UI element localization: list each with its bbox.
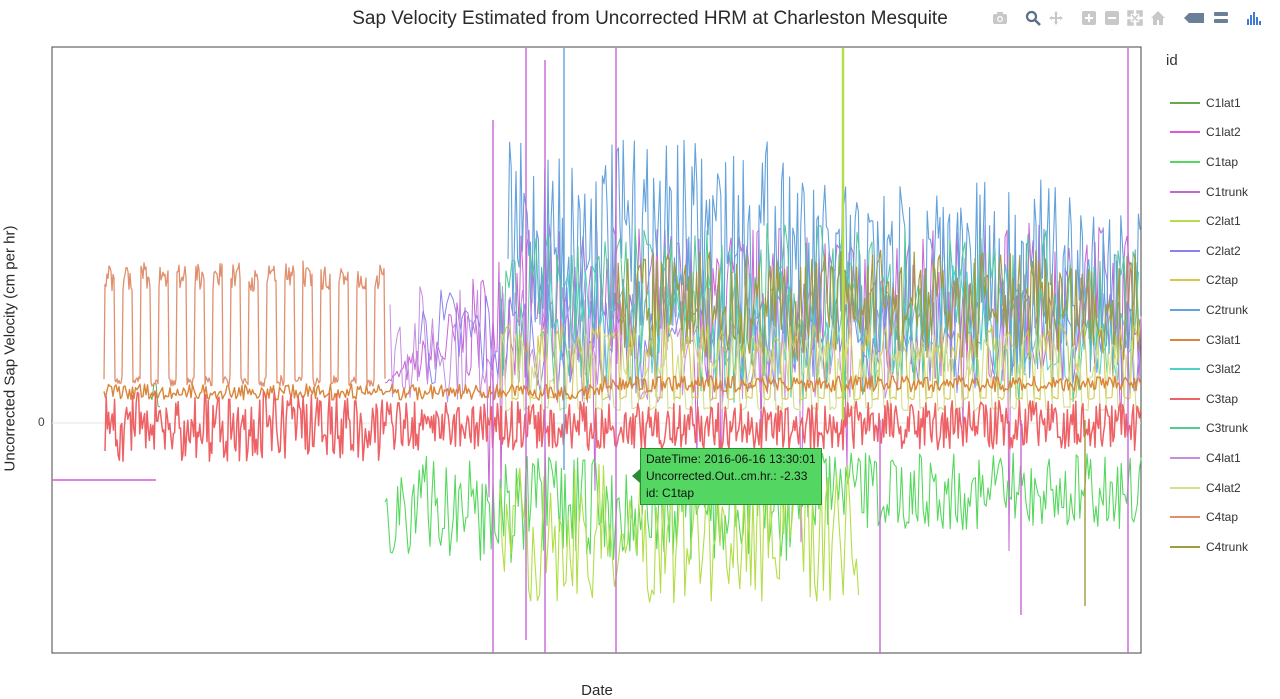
legend-label: C2lat2 xyxy=(1206,243,1241,258)
legend-item-c2trunk[interactable]: C2trunk xyxy=(1160,295,1275,325)
legend-label: C2trunk xyxy=(1206,302,1249,317)
legend-label: C1tap xyxy=(1206,154,1239,169)
legend-item-c4lat1[interactable]: C4lat1 xyxy=(1160,443,1275,473)
legend-swatch xyxy=(1170,427,1200,430)
modebar xyxy=(990,8,1263,27)
legend-item-c1lat1[interactable]: C1lat1 xyxy=(1160,88,1275,118)
zoom-in-icon[interactable] xyxy=(1079,8,1098,27)
legend-swatch xyxy=(1170,160,1200,163)
plot-frame xyxy=(51,46,1142,654)
plotly-logo-icon[interactable] xyxy=(1244,8,1263,27)
pan-icon[interactable] xyxy=(1046,8,1065,27)
camera-icon[interactable] xyxy=(990,8,1009,27)
legend-swatch xyxy=(1170,456,1200,459)
legend-swatch xyxy=(1170,397,1200,400)
legend-item-c3trunk[interactable]: C3trunk xyxy=(1160,414,1275,444)
legend-swatch xyxy=(1170,368,1200,371)
legend-item-c4lat2[interactable]: C4lat2 xyxy=(1160,473,1275,503)
legend-label: C3lat1 xyxy=(1206,332,1241,347)
legend-swatch xyxy=(1170,131,1200,134)
legend-label: C4trunk xyxy=(1206,539,1249,554)
legend-item-c4trunk[interactable]: C4trunk xyxy=(1160,532,1275,562)
legend-label: C4tap xyxy=(1206,510,1239,525)
traces xyxy=(52,48,1142,653)
legend-swatch xyxy=(1170,249,1200,252)
legend-item-c3tap[interactable]: C3tap xyxy=(1160,384,1275,414)
legend-swatch xyxy=(1170,545,1200,548)
legend-item-c2lat2[interactable]: C2lat2 xyxy=(1160,236,1275,266)
legend-item-c4tap[interactable]: C4tap xyxy=(1160,502,1275,532)
legend-swatch xyxy=(1170,279,1200,282)
legend-swatch xyxy=(1170,338,1200,341)
legend-label: C3trunk xyxy=(1206,421,1249,436)
hover-closest-icon[interactable] xyxy=(1181,8,1207,27)
tooltip-id: id: C1tap xyxy=(646,486,695,500)
trace-c3tap xyxy=(104,390,1142,462)
legend-item-c1lat2[interactable]: C1lat2 xyxy=(1160,118,1275,148)
y-tick-label: 0 xyxy=(38,415,45,429)
legend-items: C1lat1 C1lat2 C1tap C1trunk C2lat1 C2lat2 C2ta… xyxy=(1160,88,1275,562)
legend-item-c3lat1[interactable]: C3lat1 xyxy=(1160,325,1275,355)
legend-swatch xyxy=(1170,516,1200,519)
legend-label: C1trunk xyxy=(1206,184,1249,199)
legend-item-c3lat2[interactable]: C3lat2 xyxy=(1160,354,1275,384)
tooltip-datetime: DateTime: 2016-06-16 13:30:01 xyxy=(646,452,816,466)
legend-label: C1lat1 xyxy=(1206,95,1241,110)
legend-label: C1lat2 xyxy=(1206,125,1241,140)
legend-item-c2tap[interactable]: C2tap xyxy=(1160,266,1275,296)
legend-swatch xyxy=(1170,308,1200,311)
legend-item-c1tap[interactable]: C1tap xyxy=(1160,147,1275,177)
legend-label: C3tap xyxy=(1206,391,1239,406)
hover-tooltip: DateTime: 2016-06-16 13:30:01 Uncorrecte… xyxy=(640,448,822,505)
legend-item-c2lat1[interactable]: C2lat1 xyxy=(1160,206,1275,236)
legend-label: C4lat1 xyxy=(1206,450,1241,465)
reset-axes-icon[interactable] xyxy=(1148,8,1167,27)
y-axis-label: Uncorrected Sap Velocity (cm per hr) xyxy=(1,225,19,472)
legend-label: C2tap xyxy=(1206,273,1239,288)
trace-c3lat2 xyxy=(539,263,1139,383)
legend-swatch xyxy=(1170,101,1200,104)
trace-c4lat1 xyxy=(389,284,901,404)
legend-swatch xyxy=(1170,486,1200,489)
autoscale-icon[interactable] xyxy=(1125,8,1144,27)
legend-label: C3lat2 xyxy=(1206,362,1241,377)
legend-item-c1trunk[interactable]: C1trunk xyxy=(1160,177,1275,207)
trace-c4tap xyxy=(103,260,386,388)
hover-compare-icon[interactable] xyxy=(1211,8,1230,27)
tooltip-value: Uncorrected.Out..cm.hr.: -2.33 xyxy=(646,469,808,483)
legend-label: C2lat1 xyxy=(1206,214,1241,229)
legend-title: id xyxy=(1166,52,1178,69)
trace-c3lat1 xyxy=(103,375,1142,401)
zoom-out-icon[interactable] xyxy=(1102,8,1121,27)
legend: id C1lat1 C1lat2 C1tap C1trunk C2lat1 C2lat2 C… xyxy=(1160,48,1275,562)
legend-label: C4lat2 xyxy=(1206,480,1241,495)
chart-title: Sap Velocity Estimated from Uncorrected … xyxy=(352,8,948,29)
zoom-icon[interactable] xyxy=(1023,8,1042,27)
tooltip-arrow xyxy=(632,469,640,483)
legend-swatch xyxy=(1170,220,1200,223)
legend-swatch xyxy=(1170,190,1200,193)
trace-c4trunk xyxy=(614,249,1141,361)
x-axis-label: Date xyxy=(581,682,613,699)
